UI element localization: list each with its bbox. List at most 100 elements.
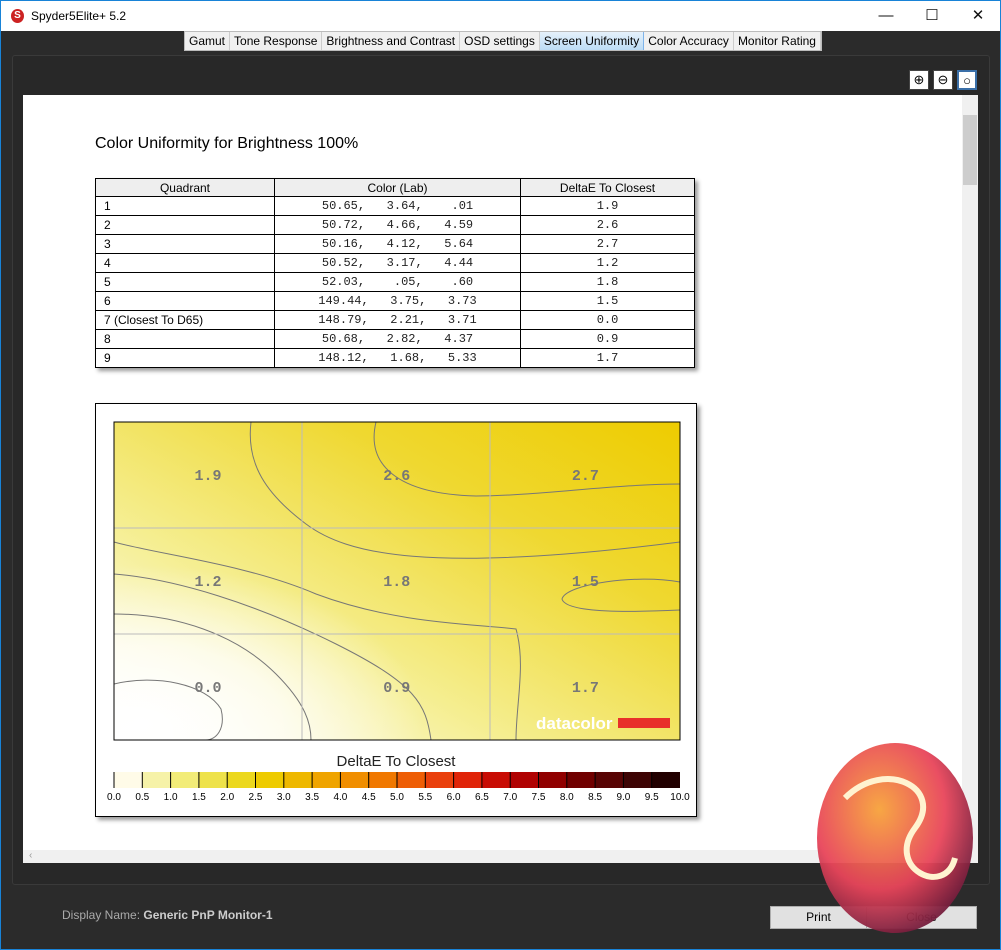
close-window-button[interactable]: ✕: [971, 7, 985, 24]
colorbar-segment: [510, 772, 539, 788]
close-button[interactable]: Close: [866, 906, 977, 929]
deltae-cell: 1.9: [520, 196, 695, 216]
heatmap-cell-label: 1.2: [194, 574, 221, 591]
tab-bar: Gamut Tone Response Brightness and Contr…: [184, 31, 822, 51]
colorbar-segment: [453, 772, 482, 788]
colorbar-segment: [595, 772, 624, 788]
colorbar-title: DeltaE To Closest: [336, 753, 456, 770]
contour-lines: [113, 421, 681, 741]
colorbar-segment: [198, 772, 228, 788]
colorbar-tick-label: 5.5: [418, 792, 433, 803]
report-document: Color Uniformity for Brightness 100% Qua…: [23, 95, 962, 850]
colorbar-segment: [368, 772, 397, 788]
table-row: 5 52.03, .05, .60 1.8: [95, 272, 695, 292]
colorbar-tick-label: 9.5: [644, 792, 659, 803]
tab-brightness-contrast[interactable]: Brightness and Contrast: [322, 32, 461, 50]
heatmap-cell-label: 1.5: [572, 574, 599, 591]
minimize-button[interactable]: —: [878, 7, 894, 24]
colorbar-tick-label: 3.0: [276, 792, 291, 803]
quadrant-cell: 9: [95, 348, 275, 368]
colorbar: [113, 772, 680, 788]
header-quadrant: Quadrant: [95, 178, 275, 197]
heatmap-cell-label: 1.9: [194, 468, 221, 485]
colorbar-tick-label: 7.5: [531, 792, 546, 803]
colorbar-tick-label: 10.0: [670, 792, 690, 803]
zoom-fit-icon[interactable]: ○: [957, 70, 977, 90]
display-name-value: Generic PnP Monitor-1: [143, 908, 273, 922]
lab-cell: 149.44, 3.75, 3.73: [274, 291, 521, 311]
colorbar-tick-label: 2.0: [220, 792, 235, 803]
colorbar-tick-label: 1.0: [163, 792, 178, 803]
colorbar-tick-label: 4.5: [361, 792, 376, 803]
colorbar-segment: [255, 772, 284, 788]
uniformity-heatmap: 1.9 2.6 2.7 1.2 1.8 1.5 0.0 0.9 1.7 datacolor De…: [95, 403, 697, 817]
header-color-lab: Color (Lab): [274, 178, 521, 197]
colorbar-tick-label: 8.0: [559, 792, 574, 803]
header-deltae: DeltaE To Closest: [520, 178, 695, 197]
scroll-left-icon[interactable]: ‹: [29, 850, 33, 861]
maximize-button[interactable]: ☐: [925, 7, 939, 24]
heatmap-cell-label: 2.6: [383, 468, 410, 485]
colorbar-tick-label: 6.5: [474, 792, 489, 803]
colorbar-tick-label: 0.5: [135, 792, 150, 803]
deltae-cell: 2.6: [520, 215, 695, 235]
tab-osd-settings[interactable]: OSD settings: [460, 32, 540, 50]
tab-tone-response[interactable]: Tone Response: [230, 32, 323, 50]
tab-screen-uniformity[interactable]: Screen Uniformity: [539, 32, 645, 50]
heatmap-highlight: [114, 422, 680, 740]
table-row: 4 50.52, 3.17, 4.44 1.2: [95, 253, 695, 273]
colorbar-segment: [651, 772, 680, 788]
tab-monitor-rating[interactable]: Monitor Rating: [734, 32, 821, 50]
colorbar-segment: [566, 772, 596, 788]
display-name: Display Name: Generic PnP Monitor-1: [62, 908, 273, 922]
table-row: 1 50.65, 3.64, .01 1.9: [95, 196, 695, 216]
zoom-out-icon[interactable]: ⊖: [933, 70, 953, 90]
deltae-cell: 1.8: [520, 272, 695, 292]
display-name-label: Display Name:: [62, 908, 141, 922]
quadrant-cell: 1: [95, 196, 275, 216]
deltae-cell: 1.7: [520, 348, 695, 368]
colorbar-tick-label: 4.0: [333, 792, 348, 803]
zoom-in-icon[interactable]: ⊕: [909, 70, 929, 90]
colorbar-segment: [114, 772, 143, 788]
colorbar-tick-label: 6.0: [446, 792, 461, 803]
colorbar-tick-label: 2.5: [248, 792, 263, 803]
quadrant-cell: 8: [95, 329, 275, 349]
lab-cell: 50.52, 3.17, 4.44: [274, 253, 521, 273]
heatmap-cell-label: 1.7: [572, 680, 599, 697]
colorbar-segment: [623, 772, 652, 788]
colorbar-segment: [170, 772, 199, 788]
app-icon: S: [11, 9, 24, 23]
window-title: Spyder5Elite+ 5.2: [31, 9, 127, 23]
heatmap-cell-label: 0.9: [383, 680, 410, 697]
tab-gamut[interactable]: Gamut: [185, 32, 231, 50]
colorbar-segment: [227, 772, 256, 788]
lab-cell: 50.65, 3.64, .01: [274, 196, 521, 216]
scroll-thumb[interactable]: [963, 115, 977, 185]
horizontal-scrollbar[interactable]: ‹: [23, 850, 978, 863]
title-bar: S Spyder5Elite+ 5.2 — ☐ ✕: [0, 0, 1001, 31]
deltae-cell: 2.7: [520, 234, 695, 254]
heatmap-cell-label: 2.7: [572, 468, 599, 485]
colorbar-segment: [340, 772, 369, 788]
heatmap-cell-label: 1.8: [383, 574, 410, 591]
quadrant-cell: 2: [95, 215, 275, 235]
tab-color-accuracy[interactable]: Color Accuracy: [644, 32, 734, 50]
vertical-scrollbar[interactable]: [962, 95, 978, 850]
lab-cell: 50.16, 4.12, 5.64: [274, 234, 521, 254]
datacolor-watermark: datacolor: [536, 714, 613, 733]
deltae-cell: 0.0: [520, 310, 695, 330]
deltae-cell: 1.2: [520, 253, 695, 273]
table-row: 2 50.72, 4.66, 4.59 2.6: [95, 215, 695, 235]
table-row: 8 50.68, 2.82, 4.37 0.9: [95, 329, 695, 349]
print-button[interactable]: Print: [770, 906, 867, 929]
table-row: 3 50.16, 4.12, 5.64 2.7: [95, 234, 695, 254]
colorbar-tick-label: 7.0: [503, 792, 518, 803]
colorbar-segment: [397, 772, 426, 788]
colorbar-tick-label: 1.5: [191, 792, 206, 803]
report-title: Color Uniformity for Brightness 100%: [95, 135, 359, 152]
uniformity-table: Quadrant Color (Lab) DeltaE To Closest 1…: [95, 178, 695, 368]
colorbar-segment: [425, 772, 454, 788]
deltae-cell: 0.9: [520, 329, 695, 349]
table-row: 9 148.12, 1.68, 5.33 1.7: [95, 348, 695, 368]
